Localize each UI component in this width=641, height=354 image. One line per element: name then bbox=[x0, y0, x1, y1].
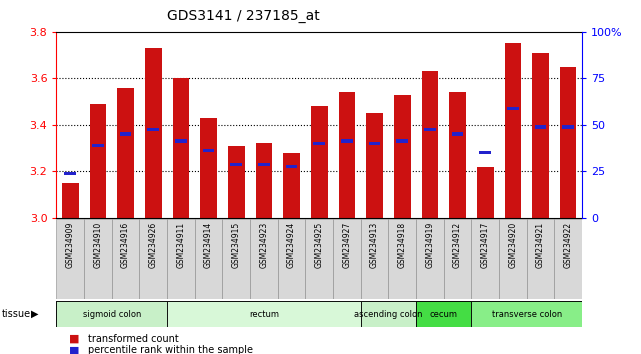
Text: GSM234926: GSM234926 bbox=[149, 222, 158, 268]
Bar bbox=[369, 142, 380, 145]
Text: tissue: tissue bbox=[1, 309, 30, 319]
Bar bbox=[313, 142, 325, 145]
Text: GSM234910: GSM234910 bbox=[94, 222, 103, 268]
FancyBboxPatch shape bbox=[167, 301, 361, 327]
FancyBboxPatch shape bbox=[416, 301, 471, 327]
FancyBboxPatch shape bbox=[56, 219, 84, 299]
Bar bbox=[117, 88, 134, 218]
Text: GSM234913: GSM234913 bbox=[370, 222, 379, 268]
Bar bbox=[532, 53, 549, 218]
Bar bbox=[120, 132, 131, 136]
Bar bbox=[258, 162, 270, 166]
Bar bbox=[477, 167, 494, 218]
Text: GSM234923: GSM234923 bbox=[260, 222, 269, 268]
FancyBboxPatch shape bbox=[56, 301, 167, 327]
Bar bbox=[228, 146, 244, 218]
Bar bbox=[366, 113, 383, 218]
Bar bbox=[560, 67, 576, 218]
FancyBboxPatch shape bbox=[167, 219, 195, 299]
Text: ■: ■ bbox=[69, 334, 79, 344]
Bar bbox=[479, 151, 491, 154]
Bar bbox=[341, 139, 353, 143]
Text: cecum: cecum bbox=[429, 310, 458, 319]
Text: GDS3141 / 237185_at: GDS3141 / 237185_at bbox=[167, 9, 320, 23]
Text: ascending colon: ascending colon bbox=[354, 310, 422, 319]
Text: GSM234924: GSM234924 bbox=[287, 222, 296, 268]
Text: GSM234912: GSM234912 bbox=[453, 222, 462, 268]
FancyBboxPatch shape bbox=[139, 219, 167, 299]
FancyBboxPatch shape bbox=[527, 219, 554, 299]
FancyBboxPatch shape bbox=[222, 219, 250, 299]
Text: GSM234925: GSM234925 bbox=[315, 222, 324, 268]
Text: GSM234920: GSM234920 bbox=[508, 222, 517, 268]
FancyBboxPatch shape bbox=[471, 301, 582, 327]
FancyBboxPatch shape bbox=[305, 219, 333, 299]
Bar bbox=[283, 153, 300, 218]
Bar bbox=[90, 104, 106, 218]
Bar bbox=[286, 165, 297, 168]
Text: GSM234927: GSM234927 bbox=[342, 222, 351, 268]
Bar bbox=[311, 106, 328, 218]
Bar bbox=[230, 162, 242, 166]
FancyBboxPatch shape bbox=[361, 219, 388, 299]
Bar bbox=[147, 128, 159, 131]
FancyBboxPatch shape bbox=[471, 219, 499, 299]
Bar bbox=[452, 132, 463, 136]
FancyBboxPatch shape bbox=[333, 219, 361, 299]
Bar bbox=[175, 139, 187, 143]
Text: GSM234917: GSM234917 bbox=[481, 222, 490, 268]
FancyBboxPatch shape bbox=[361, 301, 416, 327]
Text: GSM234922: GSM234922 bbox=[563, 222, 572, 268]
Bar bbox=[449, 92, 466, 218]
Text: GSM234918: GSM234918 bbox=[397, 222, 406, 268]
Bar bbox=[256, 143, 272, 218]
FancyBboxPatch shape bbox=[499, 219, 527, 299]
Text: GSM234921: GSM234921 bbox=[536, 222, 545, 268]
FancyBboxPatch shape bbox=[388, 219, 416, 299]
Bar bbox=[145, 48, 162, 218]
Text: transformed count: transformed count bbox=[88, 334, 179, 344]
Bar bbox=[396, 139, 408, 143]
Bar bbox=[338, 92, 355, 218]
Text: GSM234916: GSM234916 bbox=[121, 222, 130, 268]
Text: ▶: ▶ bbox=[31, 309, 38, 319]
FancyBboxPatch shape bbox=[444, 219, 471, 299]
Bar bbox=[200, 118, 217, 218]
Text: percentile rank within the sample: percentile rank within the sample bbox=[88, 346, 253, 354]
Bar bbox=[203, 149, 214, 152]
Bar bbox=[172, 78, 189, 218]
Bar bbox=[394, 95, 410, 218]
FancyBboxPatch shape bbox=[416, 219, 444, 299]
FancyBboxPatch shape bbox=[84, 219, 112, 299]
FancyBboxPatch shape bbox=[278, 219, 305, 299]
Text: sigmoid colon: sigmoid colon bbox=[83, 310, 141, 319]
Text: GSM234914: GSM234914 bbox=[204, 222, 213, 268]
Text: GSM234915: GSM234915 bbox=[232, 222, 241, 268]
Bar bbox=[507, 107, 519, 110]
FancyBboxPatch shape bbox=[195, 219, 222, 299]
FancyBboxPatch shape bbox=[554, 219, 582, 299]
Text: GSM234919: GSM234919 bbox=[426, 222, 435, 268]
Text: ■: ■ bbox=[69, 346, 79, 354]
Text: transverse colon: transverse colon bbox=[492, 310, 562, 319]
Bar bbox=[504, 44, 521, 218]
Bar bbox=[422, 72, 438, 218]
FancyBboxPatch shape bbox=[250, 219, 278, 299]
Text: GSM234909: GSM234909 bbox=[66, 222, 75, 268]
Bar bbox=[562, 125, 574, 129]
Bar bbox=[65, 172, 76, 175]
Text: GSM234911: GSM234911 bbox=[176, 222, 185, 268]
Bar bbox=[92, 144, 104, 147]
Text: rectum: rectum bbox=[249, 310, 279, 319]
Bar bbox=[62, 183, 79, 218]
Bar bbox=[424, 128, 436, 131]
FancyBboxPatch shape bbox=[112, 219, 139, 299]
Bar bbox=[535, 125, 546, 129]
